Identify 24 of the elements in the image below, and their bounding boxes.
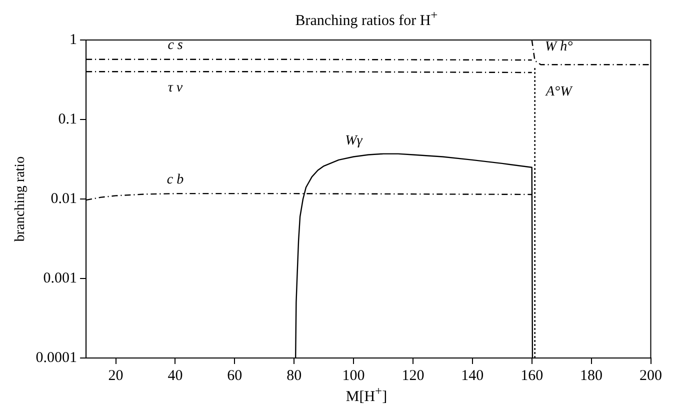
series-label: c b	[166, 172, 184, 188]
y-tick-label: 0.001	[43, 270, 78, 286]
series-label: τ ν	[168, 80, 184, 96]
x-tick-label: 80	[286, 368, 302, 384]
x-tick-label: 40	[168, 368, 183, 384]
y-tick-label: 0.0001	[36, 350, 78, 366]
series-label: Wγ	[345, 133, 363, 148]
x-tick-label: 200	[640, 368, 662, 384]
chart-title: Branching ratios for H$^{+}$	[294, 8, 439, 29]
x-tick-label: 120	[402, 368, 424, 384]
x-tick-label: 180	[580, 368, 603, 384]
x-tick-label: 20	[108, 368, 124, 384]
series-label: c s	[168, 38, 184, 54]
x-tick-label: 60	[227, 368, 242, 384]
x-tick-label: 100	[342, 368, 365, 384]
x-tick-label: 160	[520, 368, 544, 384]
y-tick-label: 0.01	[50, 190, 78, 207]
series-label: A°W	[544, 84, 574, 100]
y-tick-label: 0.1	[58, 111, 78, 128]
y-tick-label: 1	[70, 32, 78, 48]
y-axis-title: branching ratio	[13, 156, 28, 242]
series-label: W h°	[544, 39, 574, 54]
x-axis-title: M[H$^{+}$]	[344, 384, 388, 406]
x-tick-label: 140	[461, 368, 484, 384]
